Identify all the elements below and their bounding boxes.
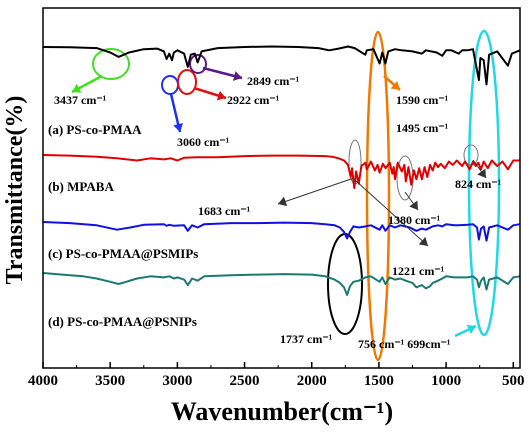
annotation-1737: 1737 cm⁻¹ [280, 332, 333, 346]
circle-2849 [189, 54, 207, 74]
circle-3437 [92, 48, 130, 80]
plot-frame [42, 7, 521, 369]
circle-2922 [177, 69, 197, 95]
ellipse-756-699 [467, 29, 501, 337]
x-tick-label: 1000 [431, 373, 461, 389]
arrow-head [390, 80, 400, 90]
arrow-shaft [354, 179, 429, 247]
series-label-d: (d) PS-co-PMAA@PSNIPs [48, 314, 197, 329]
y-axis-title: Transmittance(%) [2, 96, 28, 285]
circle-3060 [161, 75, 179, 95]
annotation-1221: 1221 cm⁻¹ [392, 264, 445, 278]
x-tick-label: 500 [502, 373, 525, 389]
annotation-1590: 1590 cm⁻¹ [396, 93, 449, 107]
arrow-head [216, 90, 226, 101]
arrow-head [466, 324, 476, 334]
x-tick-label: 1500 [364, 373, 394, 389]
arrow-head [233, 71, 242, 81]
series-line-d [42, 272, 521, 296]
annotation-756-699: 756 cm⁻¹ 699cm⁻¹ [358, 337, 451, 351]
series-label-c: (c) PS-co-PMAA@PSMIPs [48, 246, 198, 261]
annotation-1495: 1495 cm⁻¹ [396, 121, 449, 135]
annotation-1683: 1683 cm⁻¹ [198, 204, 251, 218]
x-tick-label: 3000 [162, 373, 192, 389]
arrow-head [409, 200, 418, 210]
x-tick-label: 2500 [230, 373, 260, 389]
series-label-b: (b) MPABA [48, 179, 114, 194]
annotation-3437: 3437 cm⁻¹ [54, 93, 107, 107]
x-tick-label: 3500 [95, 373, 125, 389]
annotation-2922: 2922 cm⁻¹ [227, 93, 280, 107]
x-tick-label: 2000 [297, 373, 327, 389]
annotation-824: 824 cm⁻¹ [455, 177, 502, 191]
series-group [42, 45, 521, 296]
x-axis-title: Wavenumber(cm⁻¹) [171, 397, 393, 426]
series-label-a: (a) PS-co-PMAA [48, 122, 142, 137]
arrow-head [477, 168, 486, 178]
series-line-a [42, 45, 521, 86]
arrow-head [72, 83, 82, 93]
annotation-arrows [71, 66, 487, 338]
series-line-b [42, 154, 520, 189]
ellipse-1737 [327, 233, 363, 335]
arrow-shaft [277, 177, 355, 205]
series-line-c [42, 221, 521, 242]
x-tick-label: 4000 [28, 373, 58, 389]
annotation-1380: 1380 cm⁻¹ [388, 213, 441, 227]
axes-group [42, 7, 521, 369]
arrow-head [418, 236, 428, 246]
arrow-head [173, 123, 184, 132]
arrow-head [278, 196, 288, 207]
x-ticks: 4000 3500 3000 2500 2000 1500 1000 500 [28, 362, 525, 389]
annotation-3060: 3060 cm⁻¹ [177, 135, 230, 149]
ellipse-1590-1495 [365, 30, 391, 362]
annotation-2849: 2849 cm⁻¹ [247, 74, 300, 88]
